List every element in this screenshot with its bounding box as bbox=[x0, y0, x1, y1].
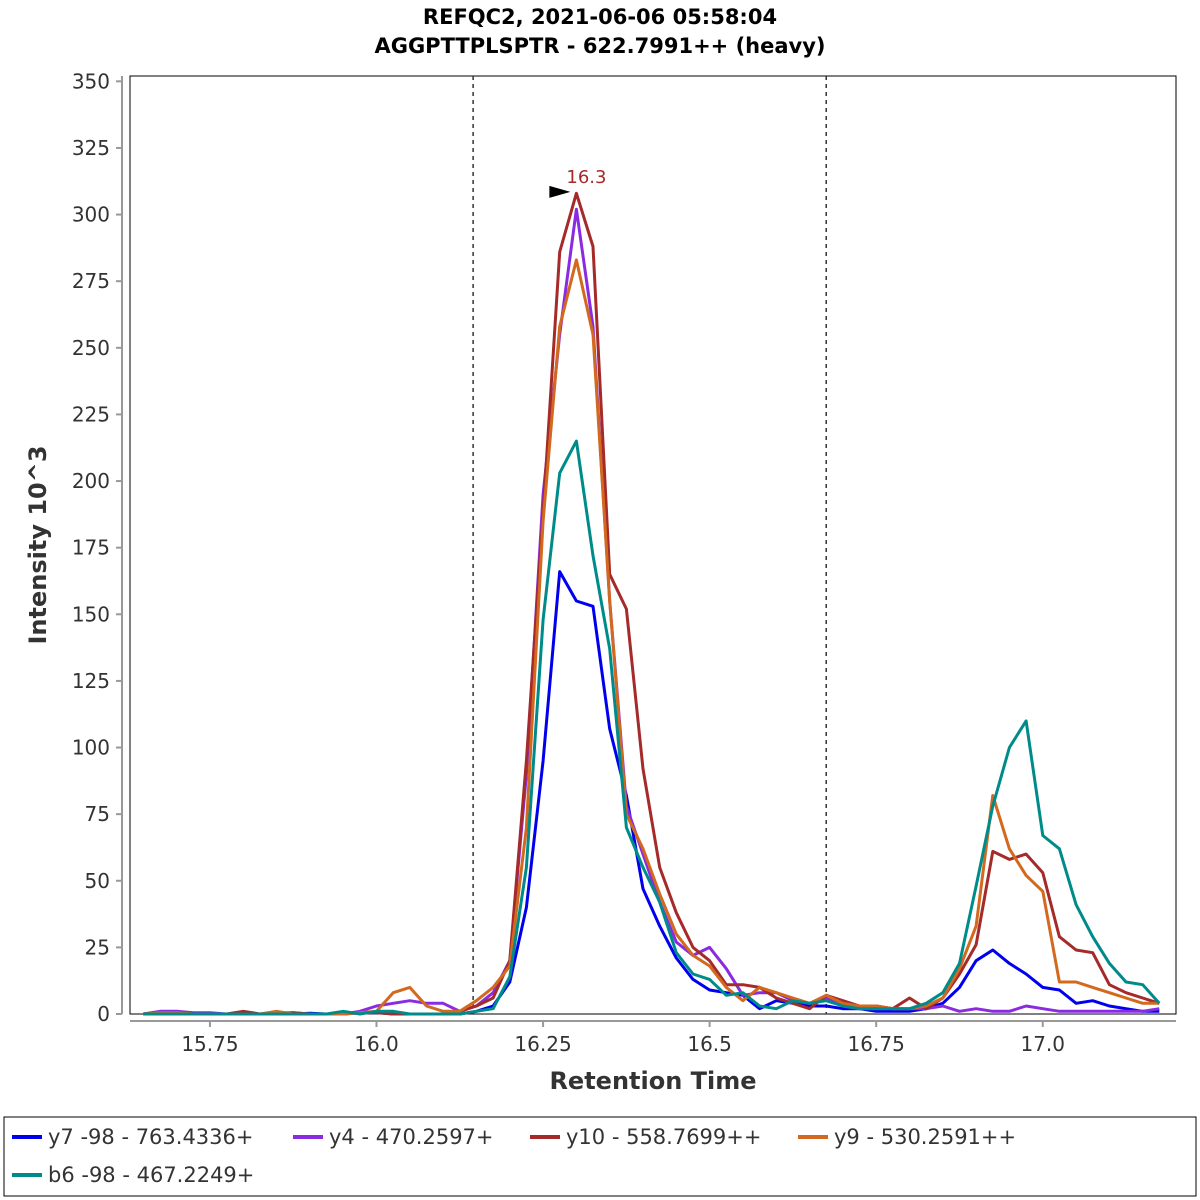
legend-label: b6 -98 - 467.2249+ bbox=[48, 1163, 254, 1187]
y-tick-label: 350 bbox=[72, 69, 110, 93]
x-tick-label: 16.25 bbox=[514, 1032, 571, 1056]
plot-area bbox=[129, 75, 1177, 1015]
legend-label: y7 -98 - 763.4336+ bbox=[48, 1125, 254, 1149]
y-tick-label: 200 bbox=[72, 469, 110, 493]
legend-label: y4 - 470.2597+ bbox=[329, 1125, 494, 1149]
legend-label: y9 - 530.2591++ bbox=[834, 1125, 1016, 1149]
y-tick-label: 75 bbox=[85, 802, 110, 826]
y-tick-label: 300 bbox=[72, 203, 110, 227]
y-tick-label: 250 bbox=[72, 336, 110, 360]
peak-arrow-icon bbox=[549, 185, 571, 198]
y-tick-label: 100 bbox=[72, 736, 110, 760]
x-tick-label: 17.0 bbox=[1020, 1032, 1065, 1056]
legend-label: y10 - 558.7699++ bbox=[566, 1125, 761, 1149]
y-tick-label: 25 bbox=[85, 935, 110, 959]
y-axis-label: Intensity 10^3 bbox=[24, 445, 52, 644]
y-tick-label: 50 bbox=[85, 869, 110, 893]
y-tick-label: 275 bbox=[72, 269, 110, 293]
chart-subtitle: AGGPTTPLSPTR - 622.7991++ (heavy) bbox=[374, 34, 825, 58]
peak-label: 16.3 bbox=[566, 167, 606, 188]
x-axis-ticks: 15.75 16.0 16.25 16.5 16.75 17.0 bbox=[181, 1021, 1065, 1056]
y-tick-label: 325 bbox=[72, 136, 110, 160]
legend: y7 -98 - 763.4336+ y4 - 470.2597+ y10 - 55… bbox=[12, 1125, 1016, 1187]
y-tick-label: 225 bbox=[72, 402, 110, 426]
y-tick-label: 175 bbox=[72, 536, 110, 560]
y-tick-label: 150 bbox=[72, 602, 110, 626]
x-axis-label: Retention Time bbox=[549, 1067, 756, 1095]
x-tick-label: 16.75 bbox=[848, 1032, 905, 1056]
x-tick-label: 16.5 bbox=[687, 1032, 732, 1056]
legend-box bbox=[3, 1116, 1197, 1197]
series-line bbox=[143, 439, 1161, 1016]
y-tick-label: 125 bbox=[72, 669, 110, 693]
y-tick-label: 0 bbox=[97, 1002, 110, 1026]
y-axis-ticks: 0 25 50 75 100 125 150 175 200 225 250 275 300 325 350 bbox=[72, 69, 122, 1026]
series-lines bbox=[143, 191, 1161, 1016]
peak-annotation: 16.3 bbox=[549, 167, 606, 198]
x-tick-label: 15.75 bbox=[181, 1032, 238, 1056]
chart-title: REFQC2, 2021-06-06 05:58:04 bbox=[423, 5, 777, 29]
x-tick-label: 16.0 bbox=[354, 1032, 399, 1056]
